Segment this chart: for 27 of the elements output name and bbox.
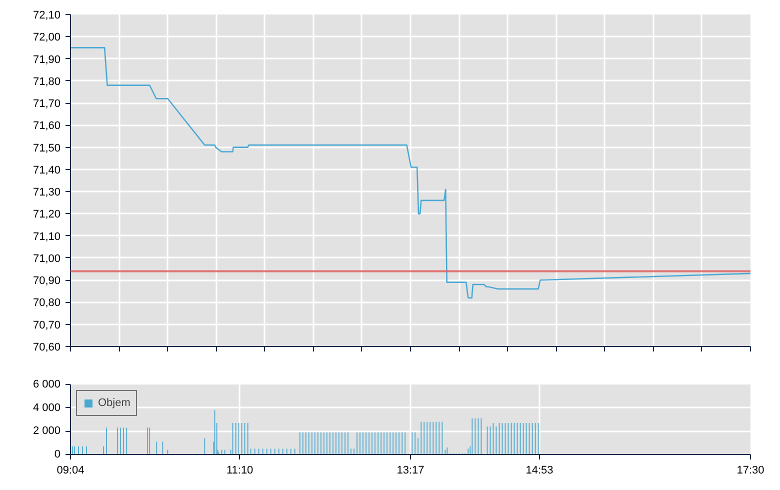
y-tick-label: 71,50	[32, 142, 61, 154]
y-tick-label: 71,00	[32, 252, 61, 265]
x-tick-label: 17:30	[736, 464, 764, 476]
y-tick-label: 71,60	[32, 120, 61, 132]
y-tick-label: 2 000	[32, 425, 61, 438]
x-tick-label: 11:10	[226, 464, 254, 476]
y-tick-label: 0	[54, 448, 61, 460]
x-tick-label: 13:17	[396, 464, 424, 476]
y-tick-label: 71,40	[32, 164, 61, 176]
y-tick-label: 71,80	[32, 76, 61, 88]
y-tick-label: 72,10	[32, 10, 61, 22]
y-tick-label: 72,00	[32, 32, 61, 44]
y-tick-label: 71,90	[32, 54, 61, 66]
y-tick-label: 4 000	[32, 402, 61, 414]
y-tick-label: 70,60	[32, 342, 61, 354]
y-tick-label: 70,80	[32, 297, 61, 310]
line-series	[70, 47, 750, 298]
y-tick-label: 71,30	[32, 186, 61, 199]
y-tick-label: 71,70	[32, 98, 61, 110]
y-tick-label: 70,70	[32, 319, 61, 332]
x-tick-label: 14:53	[526, 464, 554, 476]
y-tick-label: 71,20	[32, 208, 61, 221]
x-tick-label: 09:04	[56, 464, 84, 476]
y-tick-label: 70,90	[32, 275, 61, 288]
y-tick-label: 71,10	[32, 230, 61, 243]
legend-label: Objem	[98, 397, 130, 409]
y-tick-label: 6 000	[32, 378, 61, 390]
